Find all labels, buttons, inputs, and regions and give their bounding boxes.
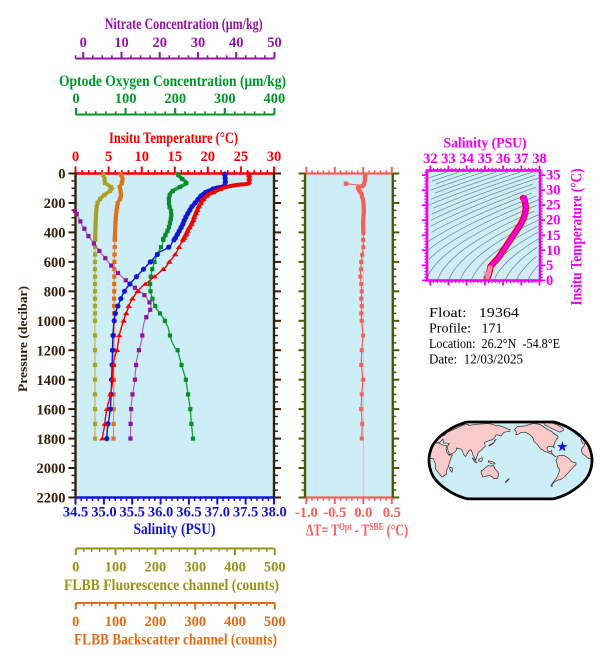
svg-text:20: 20 bbox=[201, 149, 216, 165]
svg-text:30: 30 bbox=[267, 149, 282, 165]
svg-text:15: 15 bbox=[168, 149, 183, 165]
svg-text:35: 35 bbox=[546, 168, 561, 184]
svg-text:300: 300 bbox=[214, 91, 236, 107]
svg-text:-0.5: -0.5 bbox=[323, 505, 346, 521]
svg-text:FLBB Backscatter channel (coun: FLBB Backscatter channel (counts) bbox=[74, 632, 277, 649]
svg-text:37.0: 37.0 bbox=[205, 505, 230, 521]
svg-text:2000: 2000 bbox=[37, 461, 66, 477]
svg-text:Profile: 171: Profile: 171 bbox=[429, 322, 503, 337]
svg-text:15: 15 bbox=[546, 228, 561, 244]
svg-text:34: 34 bbox=[459, 151, 474, 167]
svg-text:Pressure (decibar): Pressure (decibar) bbox=[16, 286, 30, 392]
svg-text:Location: 26.2°N -54.8°E: Location: 26.2°N -54.8°E bbox=[429, 337, 560, 352]
svg-text:1800: 1800 bbox=[37, 432, 66, 448]
svg-text:ΔT= TOpt - TSBE (°C): ΔT= TOpt - TSBE (°C) bbox=[306, 521, 408, 540]
svg-text:5: 5 bbox=[105, 149, 112, 165]
svg-text:0: 0 bbox=[80, 35, 87, 51]
svg-text:38: 38 bbox=[532, 151, 547, 167]
svg-text:0.5: 0.5 bbox=[383, 505, 401, 521]
svg-text:Optode Oxygen Concentration (μ: Optode Oxygen Concentration (μm/kg) bbox=[59, 73, 286, 90]
svg-text:36.5: 36.5 bbox=[176, 505, 201, 521]
svg-text:33: 33 bbox=[441, 151, 456, 167]
svg-text:100: 100 bbox=[105, 614, 127, 630]
svg-text:200: 200 bbox=[44, 196, 66, 212]
svg-text:37: 37 bbox=[514, 151, 529, 167]
svg-text:Float: 19364: Float: 19364 bbox=[429, 306, 519, 321]
svg-text:35.0: 35.0 bbox=[91, 505, 116, 521]
svg-text:32: 32 bbox=[423, 151, 438, 167]
svg-text:Salinity (PSU): Salinity (PSU) bbox=[134, 521, 216, 538]
svg-text:1400: 1400 bbox=[37, 373, 66, 389]
svg-text:37.5: 37.5 bbox=[233, 505, 258, 521]
svg-text:35: 35 bbox=[478, 151, 493, 167]
svg-text:36: 36 bbox=[496, 151, 511, 167]
svg-text:200: 200 bbox=[145, 560, 167, 576]
svg-text:0: 0 bbox=[72, 614, 79, 630]
svg-text:0: 0 bbox=[546, 273, 553, 289]
svg-text:50: 50 bbox=[267, 35, 282, 51]
svg-text:2200: 2200 bbox=[37, 491, 66, 507]
svg-text:30: 30 bbox=[191, 35, 206, 51]
svg-text:40: 40 bbox=[229, 35, 244, 51]
svg-text:FLBB Fluorescence channel (cou: FLBB Fluorescence channel (counts) bbox=[64, 577, 279, 594]
svg-text:20: 20 bbox=[152, 35, 167, 51]
svg-text:34.5: 34.5 bbox=[63, 505, 88, 521]
svg-text:0.0: 0.0 bbox=[354, 505, 372, 521]
svg-text:Nitrate Concentration (μm/kg): Nitrate Concentration (μm/kg) bbox=[105, 16, 263, 33]
svg-text:300: 300 bbox=[184, 560, 206, 576]
svg-text:400: 400 bbox=[224, 614, 246, 630]
svg-text:0: 0 bbox=[72, 560, 79, 576]
svg-text:Salinity (PSU): Salinity (PSU) bbox=[444, 136, 527, 152]
svg-text:800: 800 bbox=[44, 285, 66, 301]
svg-text:1200: 1200 bbox=[37, 343, 66, 359]
svg-text:500: 500 bbox=[264, 560, 286, 576]
svg-text:Date: 12/03/2025: Date: 12/03/2025 bbox=[429, 353, 523, 368]
svg-text:1000: 1000 bbox=[37, 314, 66, 330]
svg-text:600: 600 bbox=[44, 255, 66, 271]
svg-text:25: 25 bbox=[546, 198, 561, 214]
svg-text:36.0: 36.0 bbox=[148, 505, 173, 521]
svg-text:5: 5 bbox=[546, 258, 553, 274]
svg-text:300: 300 bbox=[184, 614, 206, 630]
svg-text:10: 10 bbox=[114, 35, 129, 51]
svg-text:Insitu Temperature (°C): Insitu Temperature (°C) bbox=[569, 169, 586, 306]
svg-text:100: 100 bbox=[105, 560, 127, 576]
svg-text:Insitu Temperature (°C): Insitu Temperature (°C) bbox=[109, 130, 238, 147]
svg-text:38.0: 38.0 bbox=[261, 505, 286, 521]
svg-text:10: 10 bbox=[546, 243, 561, 259]
svg-text:100: 100 bbox=[115, 91, 137, 107]
svg-text:200: 200 bbox=[145, 614, 167, 630]
svg-text:0: 0 bbox=[58, 167, 65, 183]
svg-text:-1.0: -1.0 bbox=[295, 505, 318, 521]
svg-text:500: 500 bbox=[264, 614, 286, 630]
svg-text:400: 400 bbox=[224, 560, 246, 576]
svg-text:20: 20 bbox=[546, 213, 561, 229]
svg-text:200: 200 bbox=[164, 91, 186, 107]
svg-text:30: 30 bbox=[546, 183, 561, 199]
svg-text:400: 400 bbox=[264, 91, 286, 107]
svg-text:1600: 1600 bbox=[37, 402, 66, 418]
svg-text:400: 400 bbox=[44, 226, 66, 242]
svg-text:10: 10 bbox=[134, 149, 149, 165]
svg-text:0: 0 bbox=[72, 91, 79, 107]
svg-text:0: 0 bbox=[72, 149, 79, 165]
svg-text:25: 25 bbox=[234, 149, 249, 165]
svg-text:35.5: 35.5 bbox=[120, 505, 145, 521]
